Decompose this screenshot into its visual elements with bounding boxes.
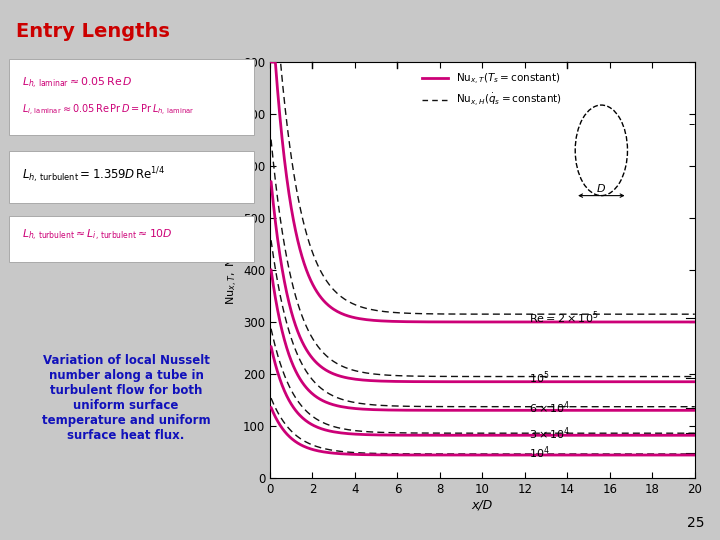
Text: $L_{h,\,\mathrm{turbulent}} \approx L_{i,\,\mathrm{turbulent}} \approx 10D$: $L_{h,\,\mathrm{turbulent}} \approx L_{i… (22, 228, 172, 243)
X-axis label: x/D: x/D (472, 498, 493, 511)
Text: $10^4$: $10^4$ (529, 444, 550, 461)
Text: 25: 25 (687, 516, 704, 530)
Text: $3 \times 10^4$: $3 \times 10^4$ (529, 425, 571, 442)
FancyBboxPatch shape (9, 216, 254, 262)
Text: Variation of local Nusselt
number along a tube in
turbulent flow for both
unifor: Variation of local Nusselt number along … (42, 354, 210, 442)
Text: $L_{h,\,\mathrm{turbulent}} = 1.359D\,\mathrm{Re}^{1/4}$: $L_{h,\,\mathrm{turbulent}} = 1.359D\,\m… (22, 165, 165, 185)
Text: –: – (688, 118, 695, 131)
Text: $10^5$: $10^5$ (529, 370, 549, 387)
Legend: $\mathrm{Nu}_{x,T}(T_s = \mathrm{constant})$, $\mathrm{Nu}_{x,H}(\dot{q}_s = \ma: $\mathrm{Nu}_{x,T}(T_s = \mathrm{constan… (422, 71, 562, 108)
Text: Entry Lengths: Entry Lengths (16, 22, 170, 40)
Text: $\mathrm{Re} = 2 \times 10^5$: $\mathrm{Re} = 2 \times 10^5$ (529, 309, 598, 326)
Text: $6 \times 10^4$: $6 \times 10^4$ (529, 400, 571, 416)
FancyBboxPatch shape (9, 59, 254, 135)
Text: $L_{h,\,\mathrm{laminar}} \approx 0.05\,\mathrm{Re}\,D$: $L_{h,\,\mathrm{laminar}} \approx 0.05\,… (22, 76, 132, 91)
Y-axis label: $\mathrm{Nu}_{x,T},\ \mathrm{Nu}_{x,H}$: $\mathrm{Nu}_{x,T},\ \mathrm{Nu}_{x,H}$ (225, 235, 240, 305)
FancyBboxPatch shape (9, 151, 254, 202)
Text: $L_{i,\,\mathrm{laminar}} \approx 0.05\,\mathrm{Re\,Pr}\,D = \mathrm{Pr}\,L_{h,\: $L_{i,\,\mathrm{laminar}} \approx 0.05\,… (22, 103, 194, 118)
